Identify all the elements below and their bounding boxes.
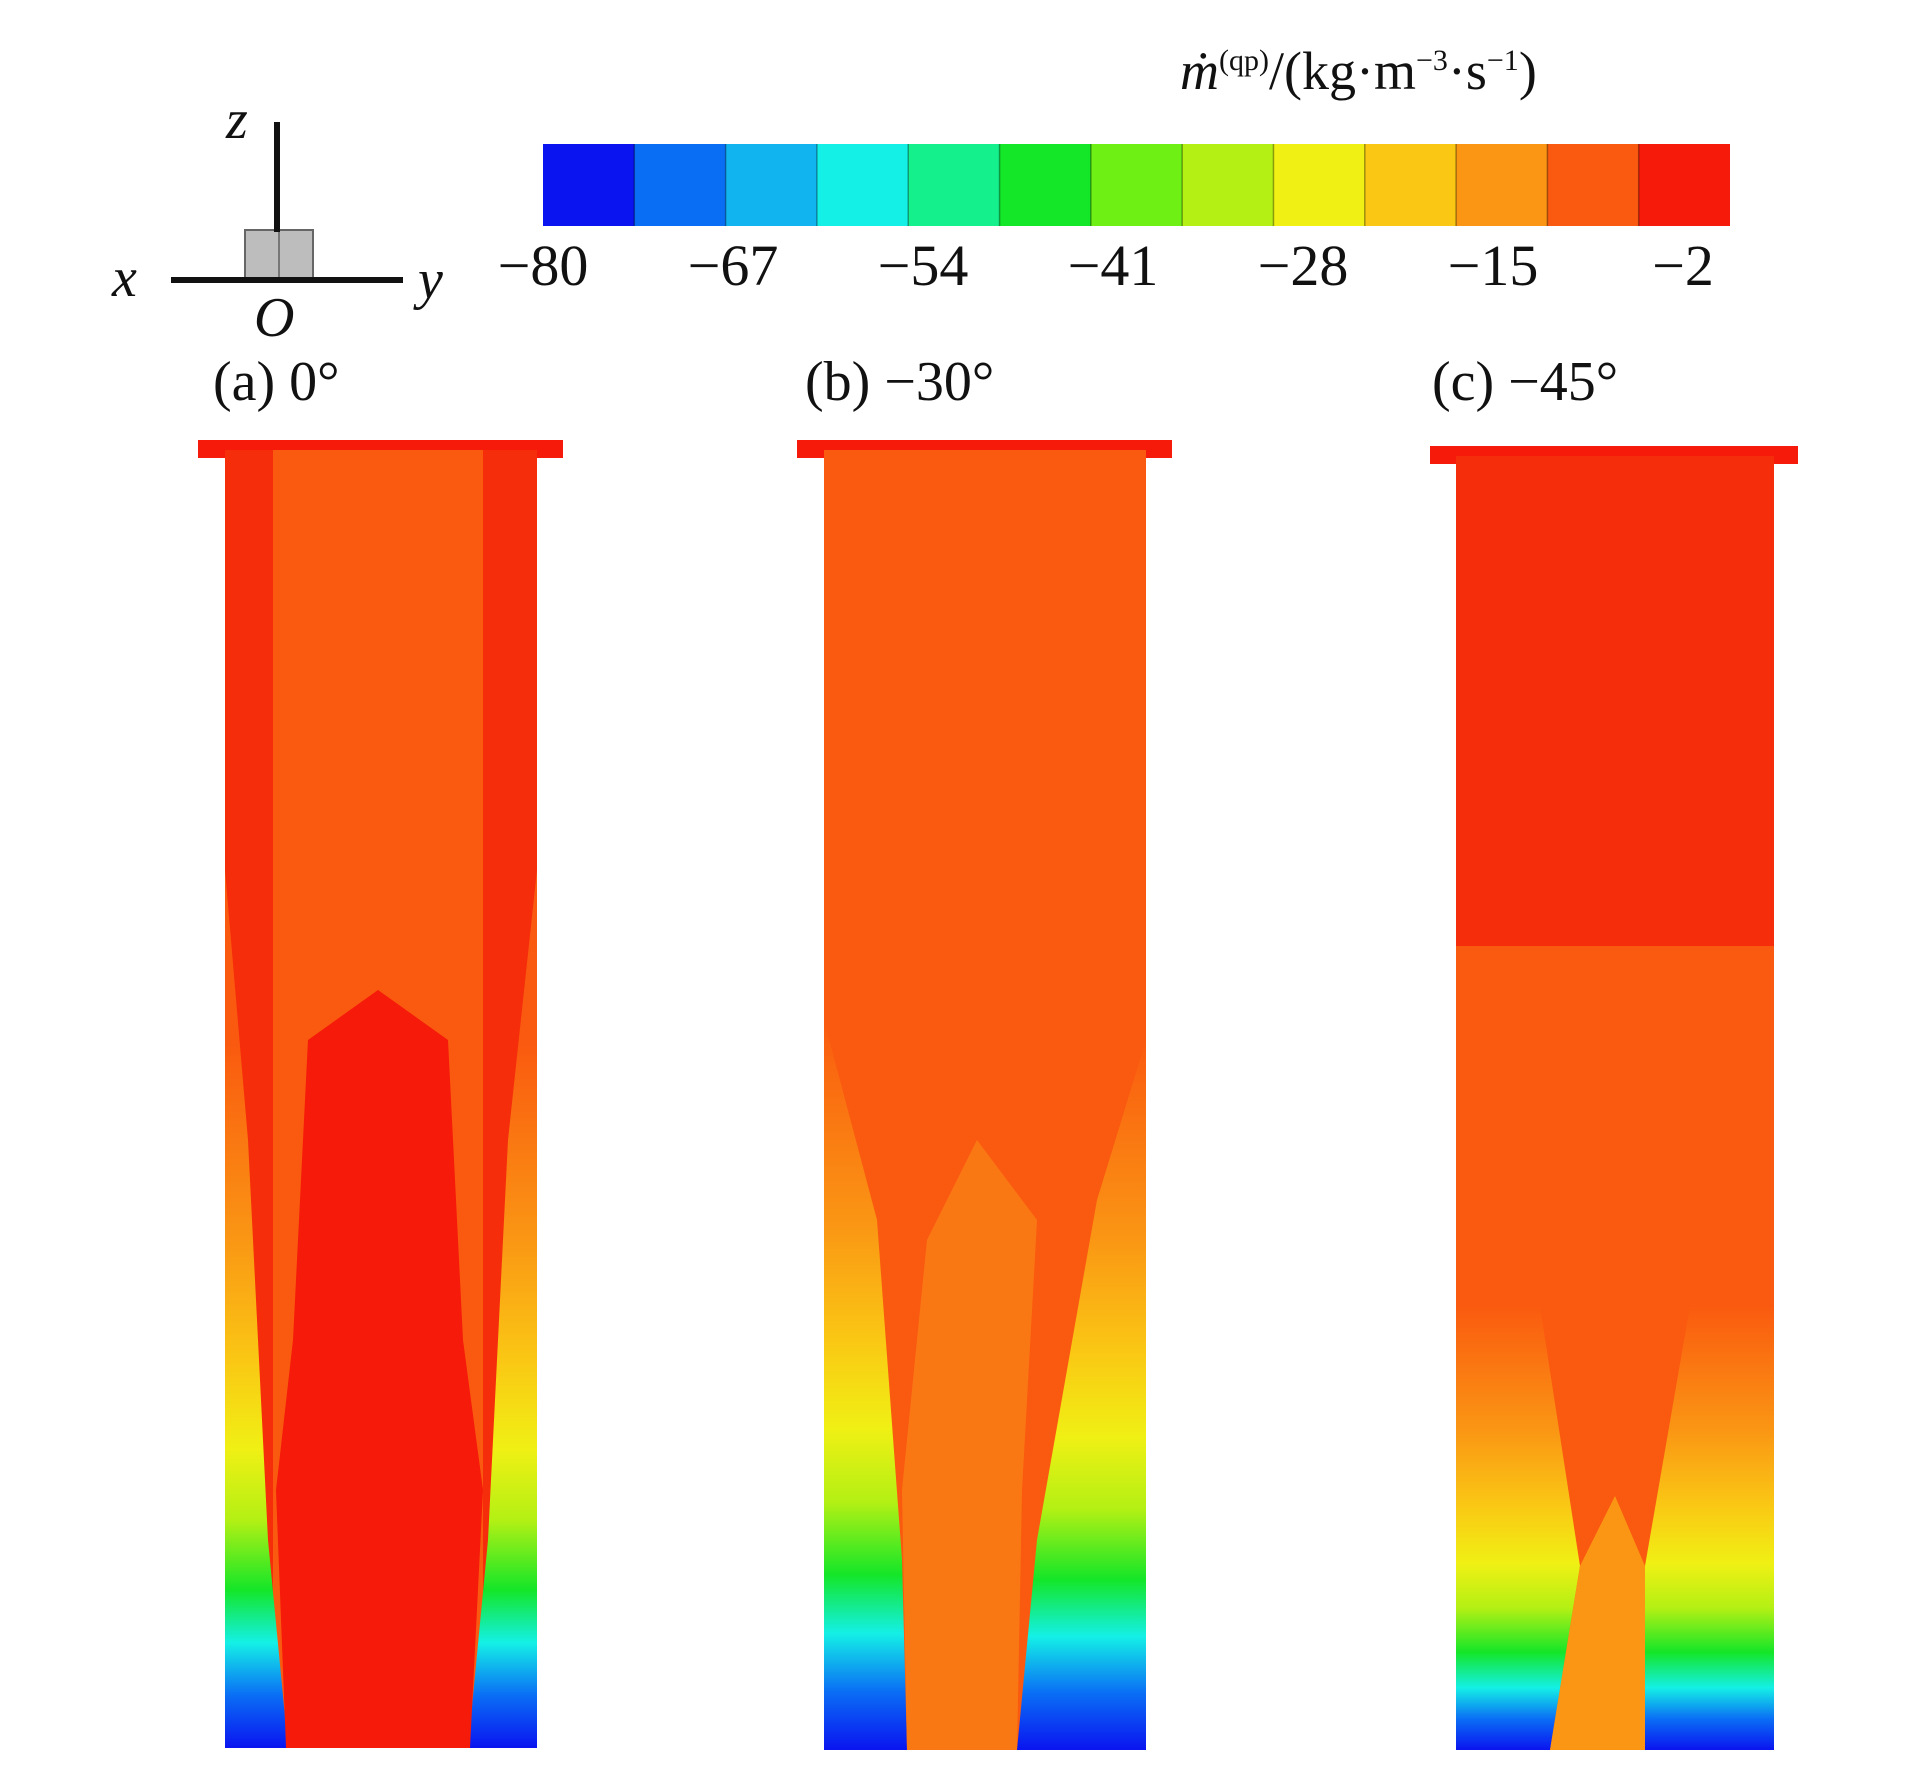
colorbar-tick-label: −41: [1067, 233, 1159, 298]
colorbar-title-superscript: (qp): [1219, 44, 1269, 77]
colorbar-title-unit-mid: ·s: [1447, 41, 1487, 101]
colorbar-level: [1547, 144, 1640, 226]
colorbar-level: [908, 144, 1001, 226]
core-region: [276, 990, 483, 1748]
right-jet-plume: [1017, 1040, 1146, 1750]
colorbar-level: [999, 144, 1092, 226]
panel-a-label: (a) 0°: [213, 351, 340, 413]
colorbar-tick-label: −67: [687, 233, 779, 298]
right-jet-plume: [468, 870, 537, 1748]
colorbar-title-unit-exp1: −3: [1415, 44, 1448, 77]
contour-panel-c: [1430, 446, 1798, 1750]
colorbar-tick-label: −28: [1257, 233, 1349, 298]
colorbar-level: [725, 144, 818, 226]
colorbar-title: ṁ(qp)/(kg·m−3·s−1): [1180, 40, 1537, 102]
colorbar-level: [543, 144, 635, 226]
colorbar-level: [1638, 144, 1730, 226]
colorbar-tick-label: −54: [877, 233, 969, 298]
coordinate-axes-glyph: [171, 122, 403, 283]
colorbar-level: [1090, 144, 1183, 226]
contour-panel-a: [198, 440, 563, 1748]
colorbar: [543, 144, 1730, 226]
colorbar-level: [1364, 144, 1457, 226]
colorbar-level: [1273, 144, 1366, 226]
center-gap-region: [1550, 1496, 1645, 1750]
right-jet-plume: [1645, 1306, 1774, 1750]
colorbar-tick-label: −15: [1447, 233, 1539, 298]
colorbar-title-unit-suffix: ): [1518, 41, 1537, 101]
x-axis-label: x: [112, 247, 137, 309]
center-region: [902, 1140, 1037, 1750]
colorbar-title-symbol: ṁ: [1180, 41, 1219, 101]
colorbar-title-unit-prefix: /(kg·m: [1268, 41, 1416, 101]
colorbar-tick-label: −80: [497, 233, 589, 298]
left-jet-plume: [824, 1020, 907, 1750]
left-jet-plume: [225, 870, 288, 1748]
colorbar-level: [1182, 144, 1275, 226]
left-jet-plume: [1456, 1306, 1580, 1750]
contour-panel-b: [797, 440, 1172, 1750]
colorbar-level: [634, 144, 727, 226]
z-axis-label: z: [226, 89, 248, 151]
colorbar-level: [1456, 144, 1548, 226]
colorbar-level: [816, 144, 909, 226]
panel-b-label: (b) −30°: [805, 351, 995, 413]
y-axis-label: y: [418, 249, 443, 311]
colorbar-title-unit-exp2: −1: [1486, 44, 1519, 77]
panel-c-label: (c) −45°: [1432, 351, 1619, 413]
origin-label: O: [254, 287, 295, 349]
colorbar-tick-label: −2: [1652, 233, 1714, 298]
